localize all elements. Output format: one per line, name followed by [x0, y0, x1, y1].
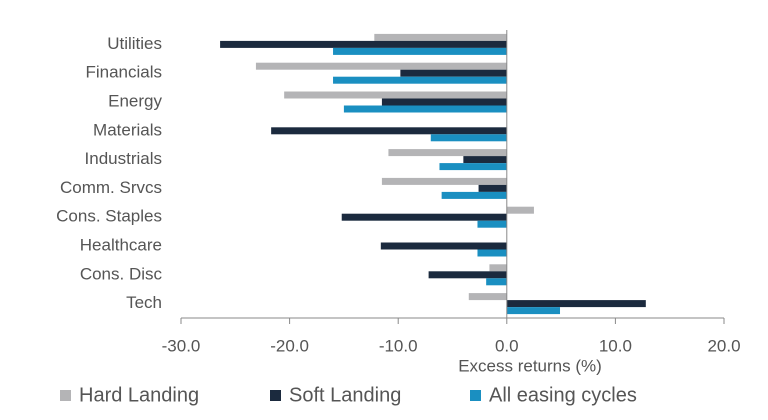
bar	[388, 149, 507, 157]
x-axis-title: Excess returns (%)	[458, 356, 602, 375]
bar	[220, 40, 507, 48]
bar	[380, 242, 507, 250]
y-tick-label: Industrials	[85, 149, 162, 168]
legend-swatch	[270, 390, 281, 401]
legend-label: Hard Landing	[79, 384, 199, 406]
bar	[428, 271, 507, 279]
bar	[343, 105, 507, 113]
legend-swatch	[60, 390, 71, 401]
bar	[381, 98, 507, 106]
y-tick-label: Utilities	[107, 34, 162, 53]
bar	[441, 191, 507, 199]
bar	[477, 249, 507, 257]
y-tick-label: Financials	[85, 63, 162, 82]
x-tick-label: 0.0	[495, 336, 519, 355]
y-tick-label: Tech	[126, 293, 162, 312]
bar	[506, 307, 561, 315]
bar	[463, 156, 507, 164]
y-tick-label: Comm. Srvcs	[60, 178, 162, 197]
bar	[284, 91, 507, 99]
bar	[333, 76, 507, 84]
x-tick-label: -30.0	[162, 336, 201, 355]
bar	[439, 163, 507, 171]
x-tick-label: 20.0	[707, 336, 740, 355]
bar	[489, 264, 507, 272]
legend-swatch	[470, 390, 481, 401]
x-tick-label: -10.0	[379, 336, 418, 355]
x-tick-label: 10.0	[599, 336, 632, 355]
y-tick-label: Energy	[108, 91, 162, 110]
bar	[271, 127, 507, 135]
bar	[506, 300, 646, 308]
bar	[381, 177, 507, 185]
bar	[477, 220, 507, 228]
bar	[506, 206, 534, 214]
bar	[341, 213, 507, 221]
y-tick-label: Cons. Disc	[80, 264, 163, 283]
y-tick-label: Materials	[93, 120, 162, 139]
bar	[486, 278, 507, 286]
bar	[430, 134, 507, 142]
y-tick-label: Cons. Staples	[56, 207, 162, 226]
bar	[333, 47, 507, 55]
bar	[468, 293, 507, 301]
bar	[374, 33, 507, 41]
bar	[400, 69, 507, 77]
bar	[255, 62, 507, 70]
legend-label: All easing cycles	[489, 384, 637, 406]
legend-label: Soft Landing	[289, 384, 401, 406]
bar	[478, 184, 507, 192]
x-tick-label: -20.0	[270, 336, 309, 355]
y-tick-label: Healthcare	[80, 235, 162, 254]
